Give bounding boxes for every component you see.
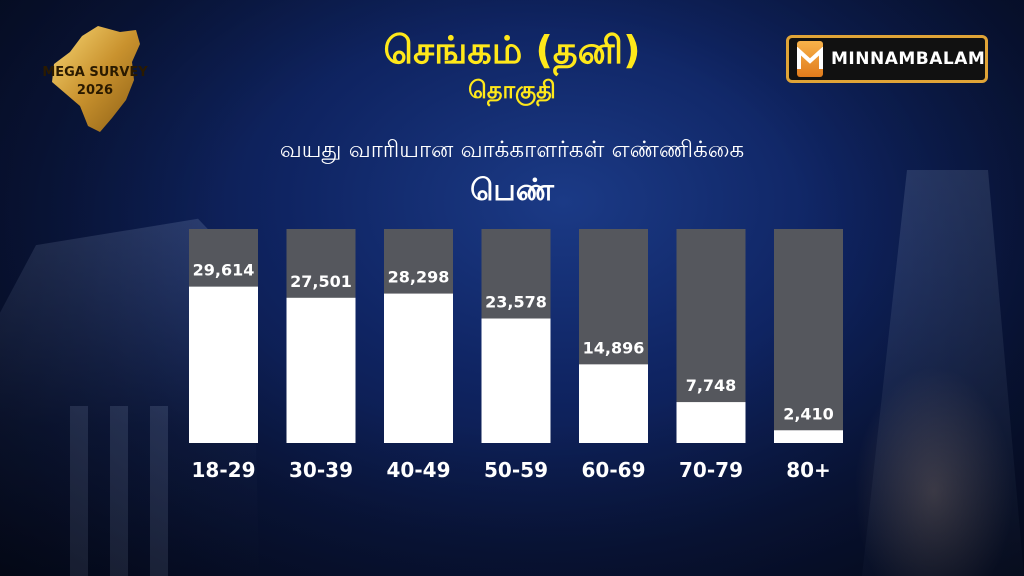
bar-track	[774, 229, 843, 443]
bar	[286, 297, 356, 443]
constituency-title: செங்கம் (தனி)	[383, 28, 641, 72]
minnambalam-logo: MINNAMBALAM	[786, 35, 988, 83]
bar	[676, 402, 746, 443]
bar	[384, 293, 453, 443]
x-tick-label: 18-29	[192, 458, 256, 482]
background-column	[150, 406, 168, 576]
bar-value-label: 27,501	[290, 272, 352, 291]
svg-text:MEGA SURVEY: MEGA SURVEY	[42, 65, 148, 80]
bar-value-label: 7,748	[686, 376, 737, 395]
bar-value-label: 23,578	[485, 293, 547, 312]
x-tick-label: 50-59	[484, 458, 548, 482]
gender-category-label: பெண்	[470, 173, 554, 208]
background-column	[110, 406, 128, 576]
x-tick-label: 40-49	[387, 458, 451, 482]
background-column	[70, 406, 88, 576]
bar-value-label: 2,410	[783, 404, 834, 423]
constituency-subtitle: தொகுதி	[468, 76, 556, 104]
bar	[481, 318, 551, 443]
svg-text:2026: 2026	[77, 83, 113, 98]
x-tick-label: 80+	[786, 458, 831, 482]
brand-name: MINNAMBALAM	[831, 49, 986, 69]
background-hand	[854, 366, 1014, 576]
bar	[189, 286, 258, 443]
brand-m-icon	[797, 41, 823, 77]
x-tick-label: 70-79	[679, 458, 743, 482]
bar-value-label: 14,896	[583, 338, 645, 357]
x-tick-label: 30-39	[289, 458, 353, 482]
bar-value-label: 28,298	[388, 268, 450, 287]
bar	[774, 430, 843, 443]
bar-value-label: 29,614	[193, 261, 255, 280]
bar	[579, 364, 648, 443]
chart-heading: வயது வாரியான வாக்காளர்கள் எண்ணிக்கை	[279, 137, 745, 163]
x-tick-label: 60-69	[582, 458, 646, 482]
mega-survey-logo: MEGA SURVEY 2026	[42, 26, 148, 132]
